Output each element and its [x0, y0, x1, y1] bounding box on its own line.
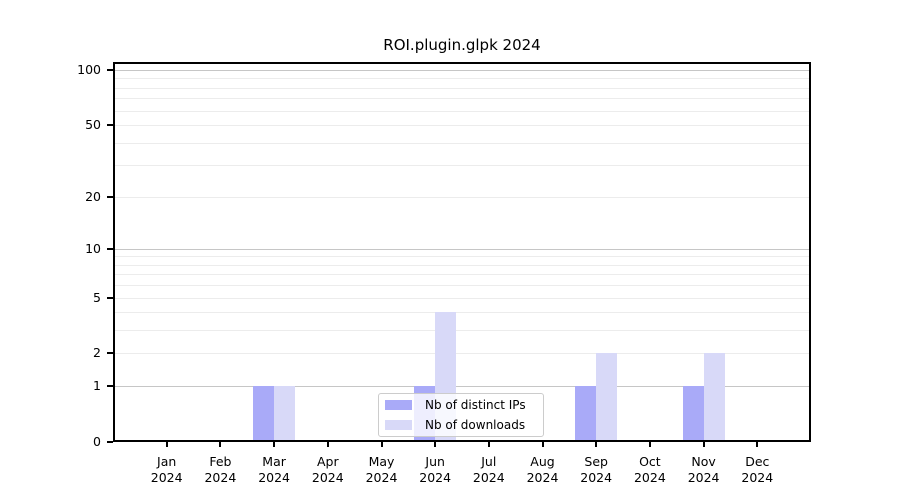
y-axis-tick-label: 2 [93, 345, 101, 361]
y-axis-tick [107, 352, 113, 355]
x-axis-tick [273, 442, 276, 447]
legend-label: Nb of distinct IPs [425, 398, 526, 412]
y-axis-tick [107, 385, 113, 388]
y-gridline-minor [115, 98, 809, 99]
y-axis-tick [107, 296, 113, 299]
y-axis-tick [107, 124, 113, 127]
x-axis-tick-label: Jun 2024 [419, 454, 452, 485]
y-gridline-minor [115, 165, 809, 166]
y-gridline-minor [115, 330, 809, 331]
y-gridline-minor [115, 285, 809, 286]
bar-downloads [703, 353, 725, 442]
y-gridline-major [115, 70, 809, 71]
x-axis-tick [595, 442, 598, 447]
bar-distinct-ips [575, 386, 597, 442]
y-gridline-major [115, 249, 809, 250]
y-axis-tick [107, 441, 113, 443]
x-axis-tick-label: Oct 2024 [633, 454, 666, 485]
y-axis-tick-label: 50 [85, 117, 101, 133]
x-axis-tick [702, 442, 705, 447]
y-gridline-minor [115, 88, 809, 89]
x-axis-tick [434, 442, 437, 447]
x-axis-tick [219, 442, 222, 447]
y-axis-tick-label: 1 [93, 378, 101, 394]
legend-item: Nb of distinct IPs [385, 396, 537, 414]
x-axis-tick-label: Sep 2024 [580, 454, 613, 485]
y-axis-tick-label: 10 [85, 240, 101, 256]
x-axis-tick [165, 442, 168, 447]
y-gridline-minor [115, 197, 809, 198]
y-gridline-minor [115, 125, 809, 126]
y-axis-tick [107, 195, 113, 198]
y-gridline-minor [115, 256, 809, 257]
legend-swatch [385, 420, 412, 430]
x-axis-tick-label: Aug 2024 [526, 454, 559, 485]
y-axis-tick [107, 247, 113, 250]
y-axis-tick-label: 100 [77, 62, 101, 77]
x-axis-tick [541, 442, 544, 447]
bar-downloads [596, 353, 618, 442]
x-axis-tick-label: Feb 2024 [204, 454, 237, 485]
bar-distinct-ips [253, 386, 275, 442]
y-gridline-major [115, 386, 809, 387]
bar-downloads [274, 386, 296, 442]
y-axis-tick [107, 69, 113, 71]
y-axis-tick-label: 5 [93, 289, 101, 305]
y-axis-tick-label: 20 [85, 188, 101, 204]
y-gridline-minor [115, 111, 809, 112]
legend: Nb of distinct IPs Nb of downloads [378, 393, 544, 437]
y-gridline-minor [115, 265, 809, 266]
x-axis-tick-label: Nov 2024 [687, 454, 720, 485]
x-axis-tick [756, 442, 759, 447]
x-axis-tick-label: Apr 2024 [311, 454, 344, 485]
y-gridline-minor [115, 78, 809, 79]
legend-swatch [385, 400, 412, 410]
x-axis-tick-label: May 2024 [365, 454, 398, 485]
x-axis-tick [648, 442, 651, 447]
y-gridline-minor [115, 312, 809, 313]
x-axis-tick [380, 442, 383, 447]
x-axis-tick-label: Mar 2024 [258, 454, 290, 485]
y-gridline-minor [115, 274, 809, 275]
y-axis-tick-label: 0 [93, 434, 101, 449]
x-axis-tick-label: Jan 2024 [150, 454, 183, 485]
y-gridline-minor [115, 353, 809, 354]
x-axis-tick [326, 442, 329, 447]
bar-distinct-ips [682, 386, 704, 442]
x-axis-tick-label: Jul 2024 [472, 454, 505, 485]
y-gridline-minor [115, 143, 809, 144]
legend-item: Nb of downloads [385, 416, 537, 434]
x-axis-tick [487, 442, 490, 447]
chart-title: ROI.plugin.glpk 2024 [383, 36, 541, 54]
x-axis-tick-label: Dec 2024 [741, 454, 774, 485]
legend-label: Nb of downloads [425, 418, 526, 432]
y-gridline-minor [115, 298, 809, 299]
